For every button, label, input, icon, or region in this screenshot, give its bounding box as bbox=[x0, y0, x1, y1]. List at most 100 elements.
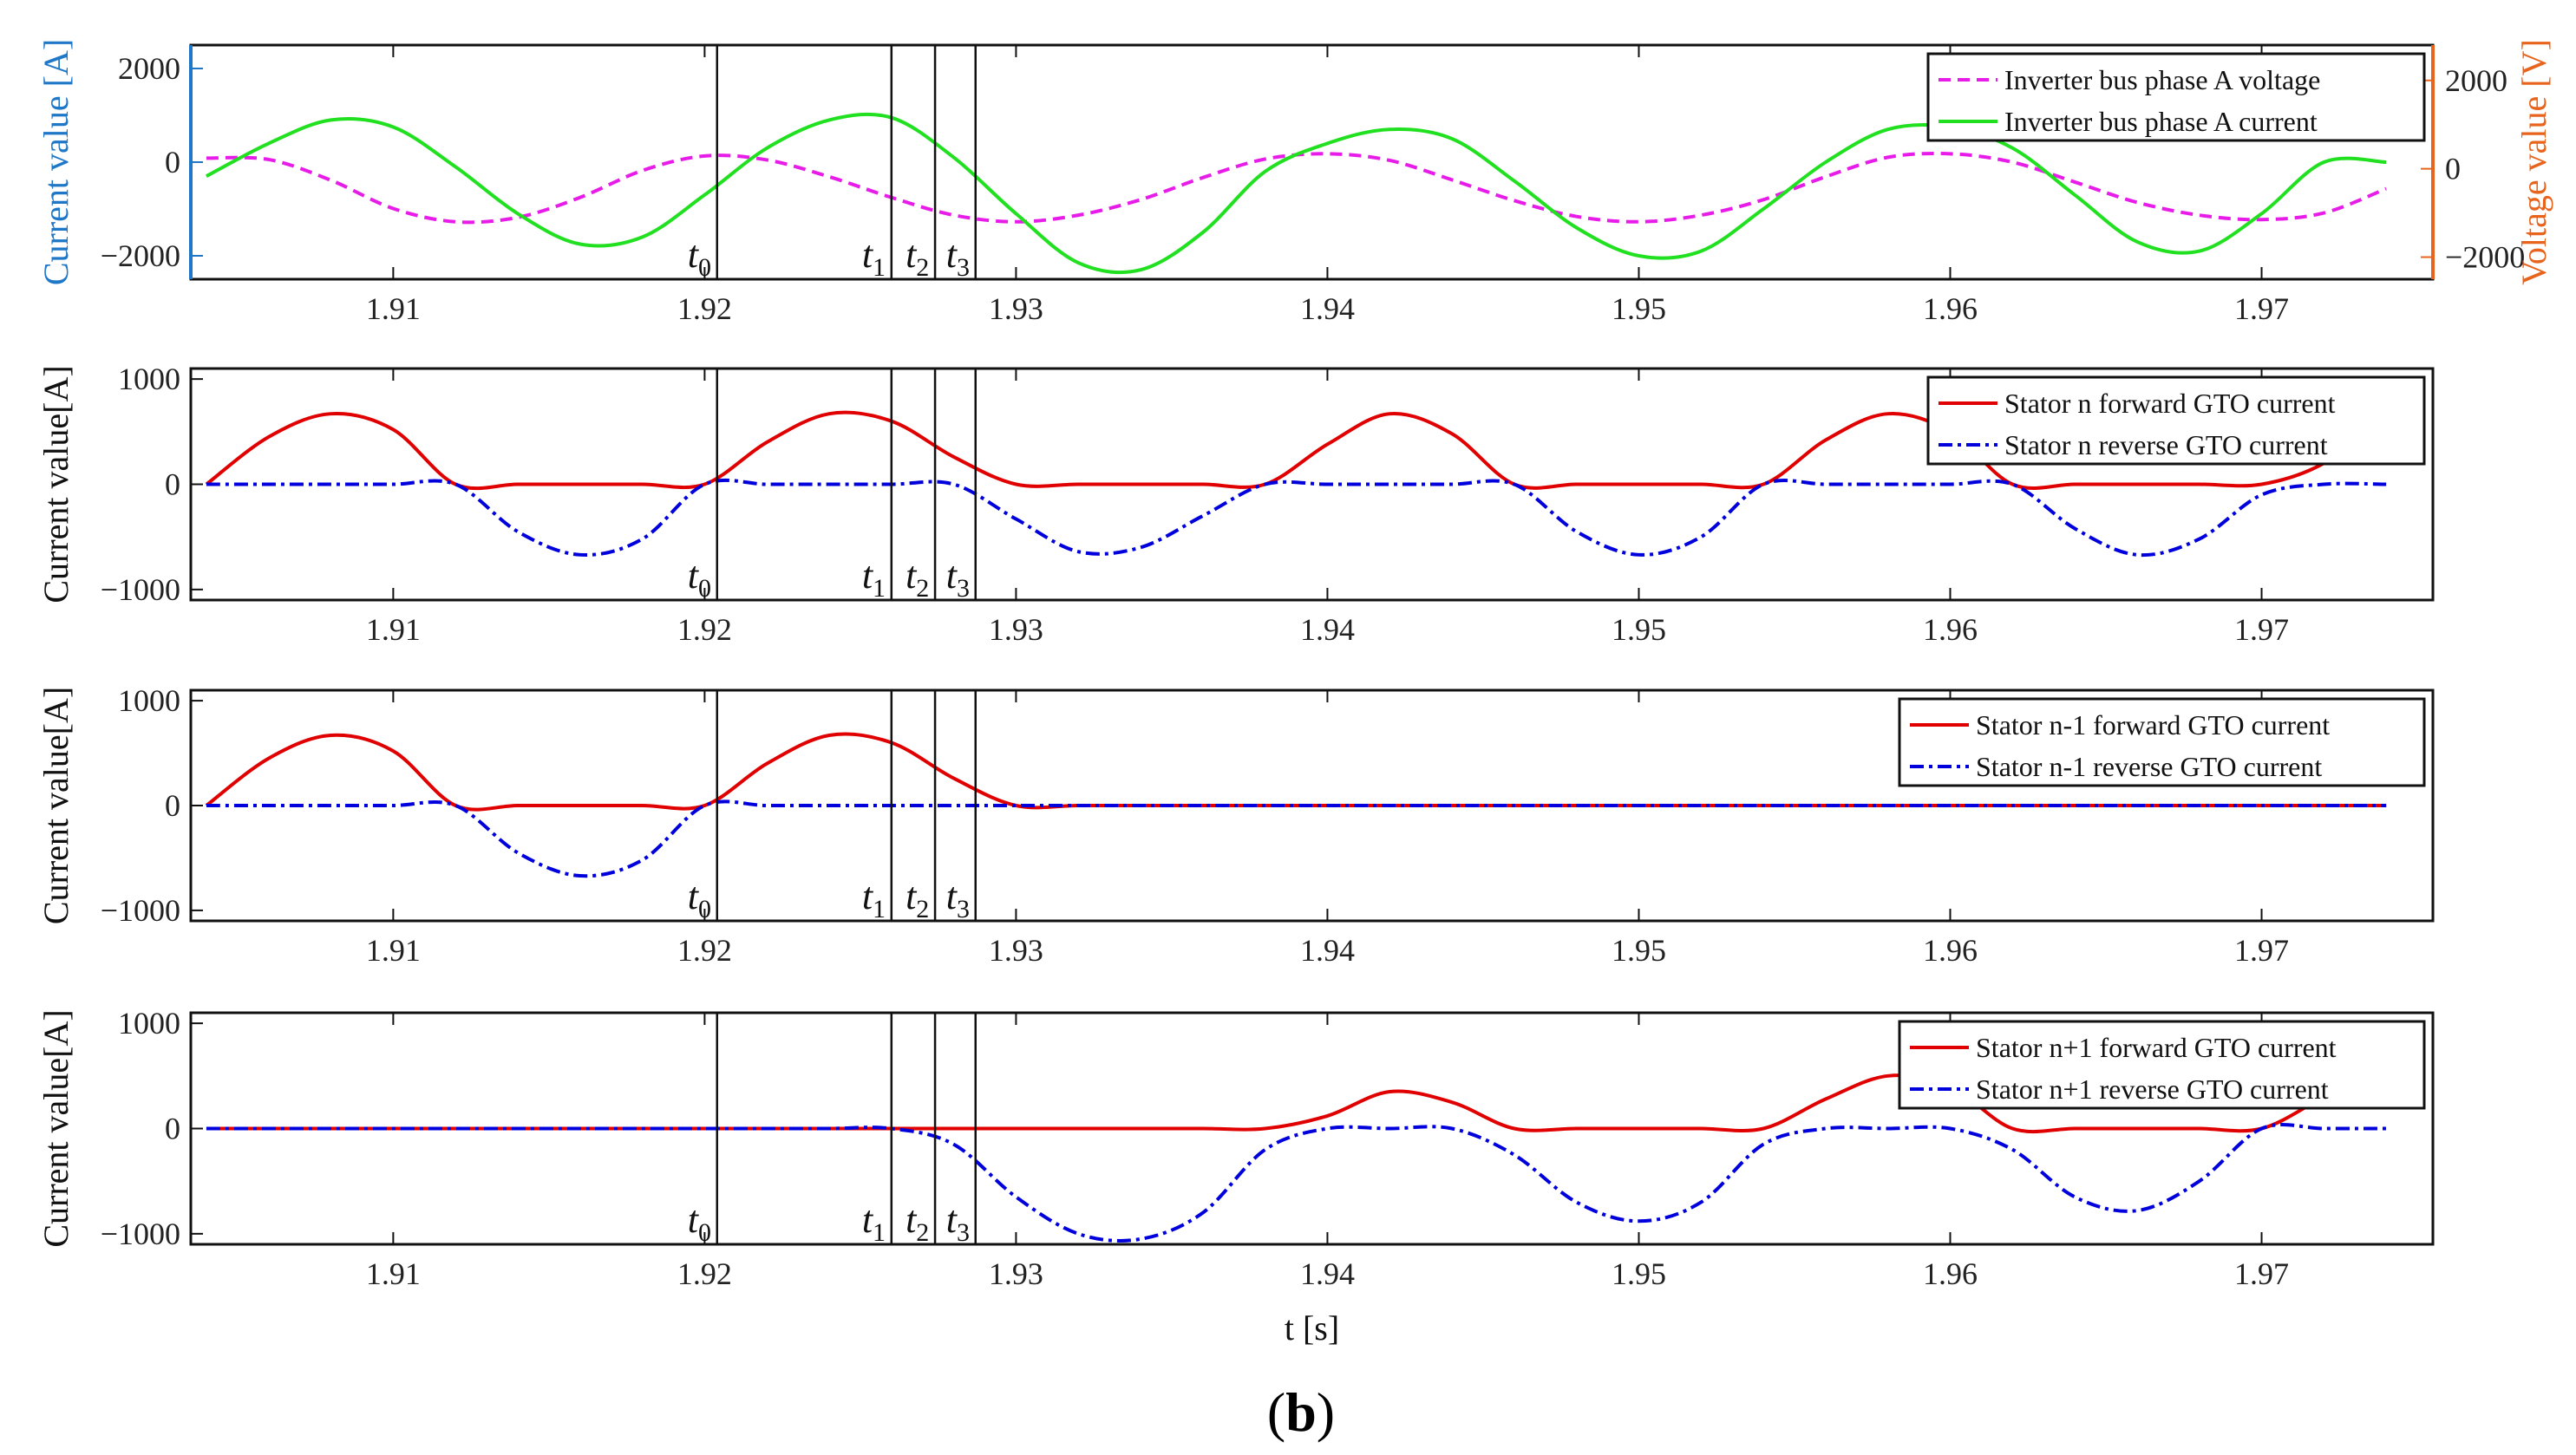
marker-label: t1 bbox=[862, 233, 886, 282]
y-tick-label: 0 bbox=[165, 1112, 180, 1146]
marker-label: t0 bbox=[688, 554, 711, 603]
x-tick-label: 1.93 bbox=[989, 933, 1043, 968]
legend-box bbox=[1926, 375, 2426, 466]
marker-subscript: 2 bbox=[916, 574, 929, 603]
legend-entry: Stator n+1 reverse GTO current bbox=[1976, 1073, 2329, 1105]
x-tick-label: 1.95 bbox=[1612, 933, 1666, 968]
legend-box bbox=[1926, 52, 2426, 142]
legend-entry: Stator n reverse GTO current bbox=[2004, 429, 2328, 460]
y-axis-label: Current value[A] bbox=[36, 687, 75, 924]
y-tick-label: −1000 bbox=[101, 1217, 180, 1251]
series-line-2 bbox=[206, 1123, 2387, 1243]
x-axis-label: t [s] bbox=[1285, 1308, 1339, 1347]
y-tick-label: 0 bbox=[165, 467, 180, 502]
marker-subscript: 3 bbox=[957, 574, 970, 603]
x-tick-label: 1.97 bbox=[2234, 1256, 2289, 1291]
x-tick-label: 1.93 bbox=[989, 291, 1043, 326]
y-tick-label: 0 bbox=[165, 788, 180, 823]
series-line-2 bbox=[206, 478, 2387, 558]
legend-entry: Inverter bus phase A current bbox=[2004, 106, 2318, 137]
marker-label: t0 bbox=[688, 1198, 711, 1247]
x-tick-label: 1.92 bbox=[677, 1256, 732, 1291]
y-tick-label: 1000 bbox=[118, 362, 180, 396]
x-tick-label: 1.91 bbox=[366, 933, 421, 968]
x-tick-label: 1.97 bbox=[2234, 291, 2289, 326]
marker-subscript: 0 bbox=[698, 895, 711, 923]
legend-entry: Stator n forward GTO current bbox=[2004, 388, 2336, 419]
marker-subscript: 2 bbox=[916, 1218, 929, 1247]
marker-subscript: 1 bbox=[873, 895, 886, 923]
marker-subscript: 1 bbox=[873, 574, 886, 603]
marker-label: t2 bbox=[906, 233, 929, 282]
x-tick-label: 1.94 bbox=[1300, 1256, 1355, 1291]
marker-subscript: 3 bbox=[957, 253, 970, 282]
x-tick-label: 1.97 bbox=[2234, 612, 2289, 647]
x-tick-label: 1.95 bbox=[1612, 1256, 1666, 1291]
marker-subscript: 3 bbox=[957, 1218, 970, 1247]
y-right-axis-label: Voltage value [V] bbox=[2514, 39, 2553, 285]
legend-entry: Inverter bus phase A voltage bbox=[2004, 64, 2320, 95]
legend-box bbox=[1898, 1020, 2426, 1110]
marker-subscript: 1 bbox=[873, 1218, 886, 1247]
y-axis-label: Current value[A] bbox=[36, 1009, 75, 1247]
marker-subscript: 0 bbox=[698, 253, 711, 282]
marker-subscript: 2 bbox=[916, 253, 929, 282]
marker-label: t0 bbox=[688, 875, 711, 923]
x-tick-label: 1.93 bbox=[989, 612, 1043, 647]
y-tick-label: 2000 bbox=[118, 51, 180, 86]
marker-subscript: 0 bbox=[698, 574, 711, 603]
x-tick-label: 1.95 bbox=[1612, 291, 1666, 326]
legend-entry: Stator n-1 reverse GTO current bbox=[1976, 751, 2322, 782]
legend-box bbox=[1898, 697, 2426, 787]
x-tick-label: 1.96 bbox=[1923, 291, 1978, 326]
marker-subscript: 1 bbox=[873, 253, 886, 282]
y-tick-label: 1000 bbox=[118, 1006, 180, 1041]
x-tick-label: 1.92 bbox=[677, 291, 732, 326]
y-axis-label: Current value[A] bbox=[36, 365, 75, 603]
series-line-1 bbox=[205, 410, 2388, 491]
legend-entry: Stator n+1 forward GTO current bbox=[1976, 1032, 2337, 1063]
x-tick-label: 1.94 bbox=[1300, 291, 1355, 326]
x-tick-label: 1.94 bbox=[1300, 612, 1355, 647]
marker-label: t3 bbox=[946, 1198, 970, 1247]
x-tick-label: 1.91 bbox=[366, 612, 421, 647]
x-tick-label: 1.96 bbox=[1923, 1256, 1978, 1291]
marker-label: t1 bbox=[862, 554, 886, 603]
marker-label: t3 bbox=[946, 875, 970, 923]
marker-label: t3 bbox=[946, 233, 970, 282]
x-tick-label: 1.95 bbox=[1612, 612, 1666, 647]
panel-2: 1.91 1.92 1.93 1.94 1.95 1.96 1.97 −1000 0 1000 Cu… bbox=[36, 362, 2435, 647]
marker-label: t2 bbox=[906, 1198, 929, 1247]
panel-4: 1.91 1.92 1.93 1.94 1.95 1.96 1.97 −1000 0 1000 Cu… bbox=[36, 1006, 2435, 1347]
marker-subscript: 3 bbox=[957, 895, 970, 923]
y-right-tick-label: −2000 bbox=[2445, 240, 2525, 275]
x-tick-label: 1.92 bbox=[677, 612, 732, 647]
figure-label: (b) bbox=[1267, 1381, 1335, 1443]
legend-entry: Stator n-1 forward GTO current bbox=[1976, 709, 2330, 741]
marker-label: t1 bbox=[862, 875, 886, 923]
y-right-tick-label: 0 bbox=[2445, 152, 2461, 186]
y-axis-label: Current value [A] bbox=[36, 39, 75, 285]
marker-label: t2 bbox=[906, 875, 929, 923]
x-tick-label: 1.91 bbox=[366, 291, 421, 326]
panel-3: 1.91 1.92 1.93 1.94 1.95 1.96 1.97 −1000 0 1000 Cu… bbox=[36, 683, 2435, 968]
marker-label: t2 bbox=[906, 554, 929, 603]
figure-label-letter: b bbox=[1285, 1381, 1317, 1443]
y-tick-label: 0 bbox=[165, 145, 180, 179]
y-tick-label: −2000 bbox=[101, 238, 180, 273]
x-tick-label: 1.91 bbox=[366, 1256, 421, 1291]
marker-label: t1 bbox=[862, 1198, 886, 1247]
marker-label: t0 bbox=[688, 233, 711, 282]
panels: 1.91 1.92 1.93 1.94 1.95 1.96 1.97−200002000−2… bbox=[36, 39, 2553, 1347]
series-line-1 bbox=[206, 151, 2387, 225]
panel-1: 1.91 1.92 1.93 1.94 1.95 1.96 1.97 −2000 0 2000 −2… bbox=[36, 39, 2553, 326]
y-tick-label: −1000 bbox=[101, 572, 180, 607]
x-tick-label: 1.94 bbox=[1300, 933, 1355, 968]
marker-label: t3 bbox=[946, 554, 970, 603]
x-tick-label: 1.92 bbox=[677, 933, 732, 968]
x-tick-label: 1.97 bbox=[2234, 933, 2289, 968]
marker-subscript: 0 bbox=[698, 1218, 711, 1247]
series-line-2 bbox=[206, 112, 2387, 275]
y-tick-label: 1000 bbox=[118, 683, 180, 718]
